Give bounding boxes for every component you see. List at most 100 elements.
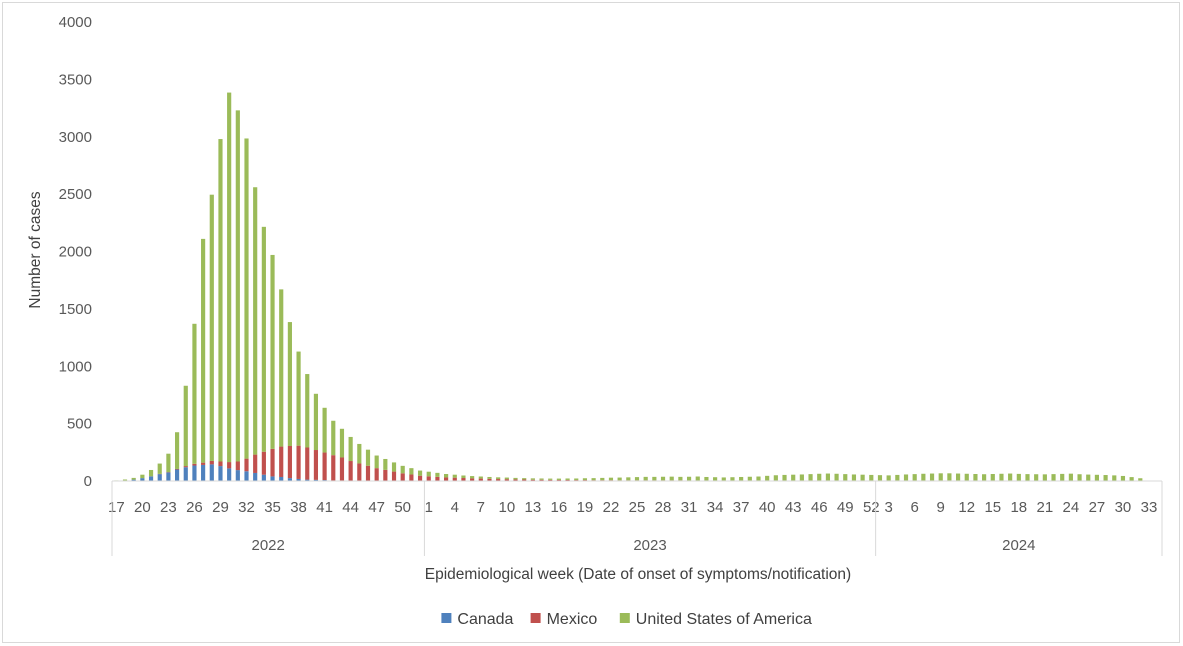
bar-segment-united-states-of-america: [600, 477, 605, 481]
bar-segment-united-states-of-america: [435, 472, 440, 477]
x-tick-label: 37: [733, 499, 750, 516]
bar-segment-mexico: [556, 479, 561, 481]
bar-segment-united-states-of-america: [591, 478, 596, 481]
x-tick-label: 25: [629, 499, 646, 516]
bar-segment-united-states-of-america: [140, 474, 145, 479]
bar-segment-united-states-of-america: [270, 254, 275, 449]
bar-segment-canada: [148, 476, 154, 481]
bar-segment-united-states-of-america: [556, 478, 561, 480]
bar-segment-mexico: [175, 468, 180, 470]
bar-segment-united-states-of-america: [869, 474, 874, 481]
bar-segment-mexico: [461, 478, 466, 481]
bar-segment-united-states-of-america: [348, 436, 353, 462]
bar-segment-canada: [270, 476, 275, 481]
bar-segment-united-states-of-america: [652, 476, 657, 481]
bar-segment-mexico: [201, 462, 206, 465]
x-tick-label: 49: [837, 499, 854, 516]
x-tick-label: 52: [863, 499, 880, 516]
x-tick-label: 33: [1141, 499, 1158, 516]
x-tick-label: 18: [1010, 499, 1027, 516]
bar-segment-united-states-of-america: [1138, 478, 1143, 481]
bar-segment-united-states-of-america: [504, 477, 509, 480]
bar-segment-united-states-of-america: [1103, 475, 1108, 481]
bar-segment-mexico: [253, 454, 258, 473]
x-tick-label: 31: [681, 499, 698, 516]
bar-segment-mexico: [582, 480, 588, 481]
bar-segment-united-states-of-america: [834, 473, 839, 481]
bar-segment-united-states-of-america: [747, 476, 752, 481]
bar-segment-united-states-of-america: [660, 476, 666, 481]
bar-segment-canada: [218, 466, 223, 481]
bar-segment-mexico: [444, 477, 449, 481]
bar-segment-united-states-of-america: [261, 226, 266, 452]
bar-segment-united-states-of-america: [617, 477, 622, 481]
x-tick-label: 38: [290, 499, 307, 516]
y-tick-label: 1000: [59, 358, 92, 375]
bar-segment-mexico: [478, 478, 483, 481]
x-tick-label: 12: [958, 499, 975, 516]
x-tick-label: 17: [108, 499, 125, 516]
bar-segment-united-states-of-america: [530, 478, 535, 480]
bar-segment-mexico: [287, 446, 292, 479]
x-tick-label: 27: [1089, 499, 1106, 516]
bar-segment-united-states-of-america: [626, 477, 631, 481]
bar-segment-mexico: [383, 469, 388, 481]
x-tick-label: 30: [1115, 499, 1132, 516]
bar-segment-united-states-of-america: [565, 478, 570, 480]
bar-segment-united-states-of-america: [166, 453, 171, 473]
bar-segment-united-states-of-america: [305, 374, 310, 448]
bar-segment-mexico: [417, 475, 423, 481]
bar-segment-mexico: [513, 479, 518, 481]
bar-segment-united-states-of-america: [739, 476, 744, 481]
x-tick-label: 26: [186, 499, 203, 516]
bar-segment-united-states-of-america: [183, 385, 188, 467]
bar-segment-united-states-of-america: [929, 473, 935, 481]
x-tick-label: 9: [937, 499, 945, 516]
x-tick-label: 40: [759, 499, 776, 516]
bar-segment-mexico: [244, 458, 249, 472]
bar-segment-united-states-of-america: [391, 462, 397, 472]
bar-segment-mexico: [435, 476, 440, 481]
bar-segment-united-states-of-america: [938, 473, 943, 481]
bar-segment-united-states-of-america: [1051, 474, 1056, 481]
bar-segment-united-states-of-america: [417, 470, 423, 476]
bar-segment-united-states-of-america: [1086, 474, 1091, 481]
bar-segment-united-states-of-america: [851, 474, 857, 481]
bar-segment-united-states-of-america: [955, 473, 961, 481]
bar-segment-united-states-of-america: [921, 473, 926, 481]
bar-segment-united-states-of-america: [1094, 474, 1099, 481]
legend-label: Mexico: [547, 611, 598, 628]
bar-segment-united-states-of-america: [452, 474, 457, 478]
legend-swatch: [530, 613, 541, 623]
bar-segment-united-states-of-america: [860, 474, 865, 481]
year-group-labels: 2022 2023 2024: [111, 481, 1163, 556]
bar-segment-united-states-of-america: [548, 478, 553, 480]
bar-segment-mexico: [504, 479, 509, 481]
bar-segment-united-states-of-america: [1016, 473, 1021, 481]
bar-segment-united-states-of-america: [339, 428, 345, 458]
bar-segment-canada: [166, 472, 171, 481]
bar-segment-mexico: [296, 445, 301, 479]
bar-segment-united-states-of-america: [201, 238, 206, 463]
bar-segment-united-states-of-america: [1034, 474, 1039, 481]
bar-segment-united-states-of-america: [721, 477, 726, 481]
legend-swatch: [619, 613, 630, 623]
bar-segment-united-states-of-america: [244, 138, 249, 459]
bar-segment-mexico: [192, 463, 197, 466]
bar-segment-united-states-of-america: [1042, 474, 1047, 481]
year-group-label: 2024: [1002, 537, 1035, 554]
y-tick-label: 1500: [59, 301, 92, 318]
bar-segment-canada: [227, 468, 232, 481]
x-tick-label: 32: [238, 499, 255, 516]
bar-segment-canada: [253, 472, 258, 481]
bar-segment-mexico: [348, 461, 353, 481]
legend-label: Canada: [457, 611, 513, 628]
y-tick-label: 3000: [59, 129, 92, 146]
x-tick-label: 1: [425, 499, 433, 516]
bar-segment-mexico: [339, 457, 345, 481]
bar-segment-mexico: [227, 462, 232, 469]
bar-segment-mexico: [400, 473, 405, 481]
bar-segment-canada: [175, 469, 180, 481]
bar-segment-mexico: [409, 474, 414, 481]
